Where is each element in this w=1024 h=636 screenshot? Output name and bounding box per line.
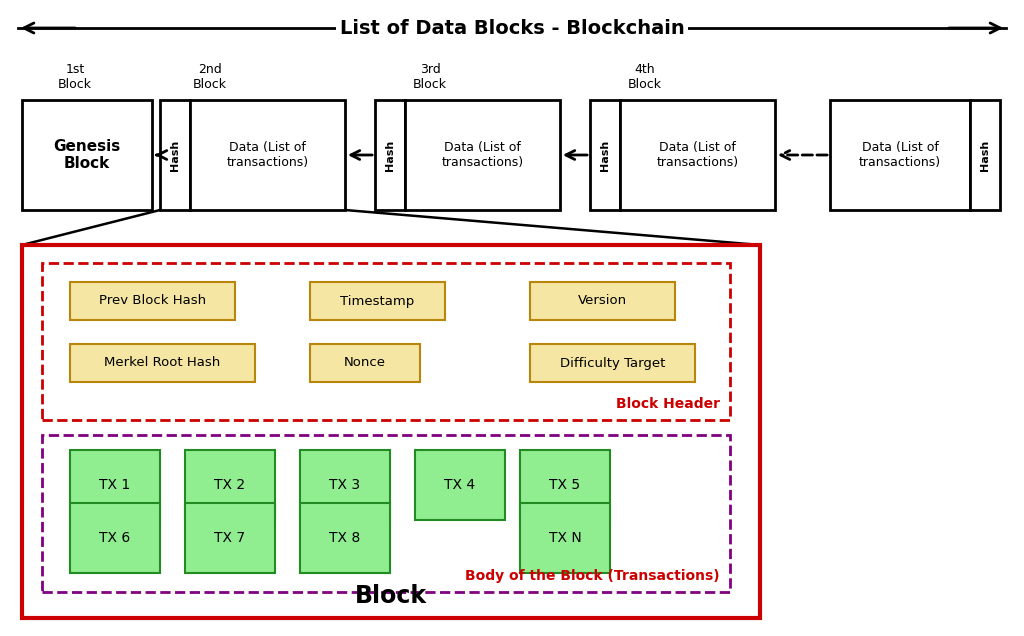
- FancyBboxPatch shape: [70, 282, 234, 320]
- Text: Block Header: Block Header: [616, 397, 720, 411]
- FancyBboxPatch shape: [185, 503, 275, 573]
- FancyBboxPatch shape: [620, 100, 775, 210]
- FancyBboxPatch shape: [375, 100, 406, 210]
- FancyBboxPatch shape: [160, 100, 190, 210]
- Text: TX 5: TX 5: [550, 478, 581, 492]
- FancyBboxPatch shape: [830, 100, 970, 210]
- FancyBboxPatch shape: [406, 100, 560, 210]
- Text: 3rd
Block: 3rd Block: [413, 63, 447, 91]
- Text: TX 1: TX 1: [99, 478, 131, 492]
- FancyBboxPatch shape: [310, 282, 445, 320]
- FancyBboxPatch shape: [590, 100, 620, 210]
- FancyBboxPatch shape: [520, 450, 610, 520]
- FancyBboxPatch shape: [300, 450, 390, 520]
- Text: Difficulty Target: Difficulty Target: [560, 357, 666, 370]
- Text: Hash: Hash: [980, 139, 990, 170]
- Text: Genesis
Block: Genesis Block: [53, 139, 121, 171]
- FancyBboxPatch shape: [42, 435, 730, 592]
- Text: 1st
Block: 1st Block: [58, 63, 92, 91]
- Text: Data (List of
transactions): Data (List of transactions): [226, 141, 308, 169]
- FancyBboxPatch shape: [530, 282, 675, 320]
- Text: TX 8: TX 8: [330, 531, 360, 545]
- FancyBboxPatch shape: [70, 344, 255, 382]
- FancyBboxPatch shape: [300, 503, 390, 573]
- Text: Nonce: Nonce: [344, 357, 386, 370]
- FancyBboxPatch shape: [415, 450, 505, 520]
- Text: Timestamp: Timestamp: [340, 294, 415, 307]
- Text: 4th
Block: 4th Block: [628, 63, 662, 91]
- FancyBboxPatch shape: [22, 245, 760, 618]
- Text: Merkel Root Hash: Merkel Root Hash: [104, 357, 220, 370]
- FancyBboxPatch shape: [70, 450, 160, 520]
- Text: TX 4: TX 4: [444, 478, 475, 492]
- FancyBboxPatch shape: [185, 450, 275, 520]
- Text: Hash: Hash: [170, 139, 180, 170]
- FancyBboxPatch shape: [530, 344, 695, 382]
- Text: TX 2: TX 2: [214, 478, 246, 492]
- FancyBboxPatch shape: [190, 100, 345, 210]
- Text: Hash: Hash: [600, 139, 610, 170]
- Text: Data (List of
transactions): Data (List of transactions): [656, 141, 738, 169]
- Text: 2nd
Block: 2nd Block: [193, 63, 227, 91]
- Text: Version: Version: [578, 294, 627, 307]
- Text: List of Data Blocks - Blockchain: List of Data Blocks - Blockchain: [340, 18, 684, 38]
- Text: TX N: TX N: [549, 531, 582, 545]
- Text: Block: Block: [355, 584, 427, 608]
- FancyBboxPatch shape: [70, 503, 160, 573]
- FancyBboxPatch shape: [970, 100, 1000, 210]
- Text: Data (List of
transactions): Data (List of transactions): [441, 141, 523, 169]
- Text: Data (List of
transactions): Data (List of transactions): [859, 141, 941, 169]
- Text: Hash: Hash: [385, 139, 395, 170]
- Text: TX 7: TX 7: [214, 531, 246, 545]
- Text: Prev Block Hash: Prev Block Hash: [99, 294, 206, 307]
- Text: Body of the Block (Transactions): Body of the Block (Transactions): [465, 569, 720, 583]
- Text: TX 6: TX 6: [99, 531, 131, 545]
- FancyBboxPatch shape: [310, 344, 420, 382]
- FancyBboxPatch shape: [22, 100, 152, 210]
- FancyBboxPatch shape: [42, 263, 730, 420]
- FancyBboxPatch shape: [520, 503, 610, 573]
- Text: TX 3: TX 3: [330, 478, 360, 492]
